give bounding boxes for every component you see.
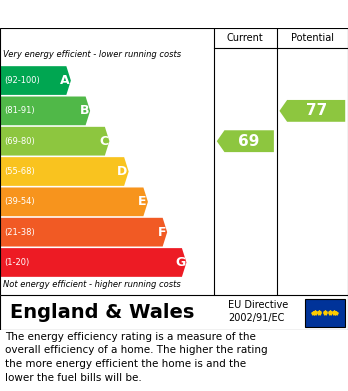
Polygon shape xyxy=(217,130,274,152)
Polygon shape xyxy=(279,100,345,122)
Text: C: C xyxy=(99,135,108,148)
Text: 77: 77 xyxy=(306,103,327,118)
Polygon shape xyxy=(0,187,148,216)
Text: E: E xyxy=(139,196,147,208)
Text: D: D xyxy=(117,165,128,178)
Polygon shape xyxy=(0,97,90,125)
Text: (92-100): (92-100) xyxy=(4,76,40,85)
Text: (1-20): (1-20) xyxy=(4,258,30,267)
Polygon shape xyxy=(0,248,187,277)
Polygon shape xyxy=(0,157,129,186)
Text: Not energy efficient - higher running costs: Not energy efficient - higher running co… xyxy=(3,280,181,289)
Text: A: A xyxy=(60,74,70,87)
Text: Very energy efficient - lower running costs: Very energy efficient - lower running co… xyxy=(3,50,182,59)
Polygon shape xyxy=(0,218,167,246)
Text: The energy efficiency rating is a measure of the
overall efficiency of a home. T: The energy efficiency rating is a measur… xyxy=(5,332,268,383)
Polygon shape xyxy=(0,127,109,156)
Text: (21-38): (21-38) xyxy=(4,228,35,237)
Polygon shape xyxy=(0,66,71,95)
Text: 69: 69 xyxy=(238,134,260,149)
Text: (69-80): (69-80) xyxy=(4,137,35,146)
Text: F: F xyxy=(158,226,166,239)
Text: G: G xyxy=(175,256,185,269)
Text: (55-68): (55-68) xyxy=(4,167,35,176)
Text: Energy Efficiency Rating: Energy Efficiency Rating xyxy=(10,7,220,22)
Text: B: B xyxy=(80,104,89,117)
Text: Current: Current xyxy=(227,33,264,43)
Text: (81-91): (81-91) xyxy=(4,106,35,115)
Text: Potential: Potential xyxy=(291,33,334,43)
Polygon shape xyxy=(304,298,345,326)
Text: EU Directive
2002/91/EC: EU Directive 2002/91/EC xyxy=(228,300,288,323)
Text: England & Wales: England & Wales xyxy=(10,303,195,322)
Text: (39-54): (39-54) xyxy=(4,197,35,206)
